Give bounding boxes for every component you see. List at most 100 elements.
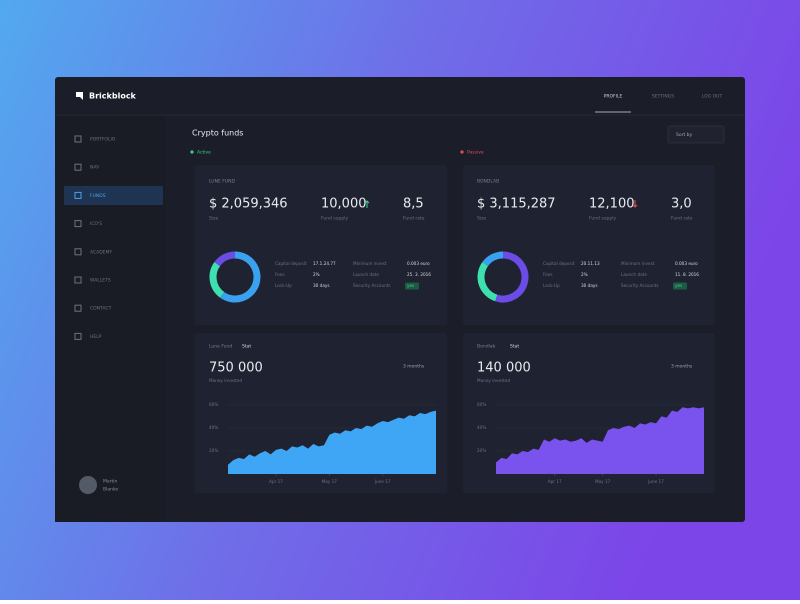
detail: Security Accounts [621, 283, 659, 288]
sidebar-link[interactable]: CONTACT [90, 306, 112, 312]
fund-rate: 8,5 [403, 197, 424, 212]
sort-box[interactable] [667, 125, 725, 144]
stat-label: Fund rate [403, 216, 425, 222]
page-title: Crypto funds [192, 129, 243, 138]
y-tick-label: 20% [209, 448, 218, 453]
trend-arrow [364, 200, 370, 208]
sidebar-icon [74, 248, 82, 256]
detail: 11. 8. 2016 [675, 272, 699, 277]
chart-total-label: Money invested [477, 378, 510, 383]
x-tick-label: June 17 [647, 479, 664, 484]
chart-total: 750 000 [209, 361, 263, 376]
donut-segment [477, 262, 498, 302]
group-label: Passive [467, 150, 484, 156]
brand: Brickblock [89, 92, 137, 101]
sidebar-link[interactable]: NAV [90, 165, 100, 171]
sidebar-link[interactable]: ICO'S [90, 221, 102, 227]
y-tick-label: 20% [477, 448, 486, 453]
sidebar-link[interactable]: ACADEMY [90, 249, 112, 255]
sort-label[interactable]: Sort by [676, 132, 693, 138]
detail: yes [407, 283, 414, 288]
fund-supply: 10,000 [321, 197, 367, 212]
nav-link[interactable]: SETTINGS [652, 94, 674, 100]
donut-segment [214, 251, 236, 267]
detail: Security Accounts [353, 283, 391, 288]
detail: 2% [581, 272, 588, 277]
detail: Minimum invest [621, 261, 655, 266]
fund-name: LUNE FUND [209, 179, 235, 185]
sidebar-link[interactable]: HELP [90, 334, 102, 340]
area [228, 410, 436, 474]
chart-total: 140 000 [477, 361, 531, 376]
fund-supply: 12,100 [589, 197, 635, 212]
chart-title: Bondlab [477, 344, 496, 350]
detail: yes [675, 283, 682, 288]
detail: Minimum invest [353, 261, 387, 266]
donut-segment [482, 251, 504, 267]
detail: 17.1.24.77 [313, 261, 336, 266]
x-tick-label: May 17 [322, 479, 338, 484]
donut-segment [209, 262, 225, 298]
sidebar [55, 115, 165, 522]
detail: Launch date [353, 272, 379, 277]
fund-rate: 3,0 [671, 197, 692, 212]
user-name: Martin [103, 479, 118, 485]
sidebar-icon [74, 304, 82, 312]
detail: 20.11.13 [581, 261, 600, 266]
sidebar-link[interactable]: FUNDS [90, 193, 106, 199]
stat-label: Fund rate [671, 216, 693, 222]
detail: 0.003 euro [407, 261, 430, 266]
detail: Capital deposit [275, 261, 307, 266]
sidebar-icon [74, 163, 82, 171]
sidebar-icon [74, 332, 82, 340]
stat-label: Fund supply [321, 216, 348, 222]
fund-size: $ 3,115,287 [477, 197, 556, 212]
status-dot [190, 150, 194, 154]
sidebar-icon [74, 191, 82, 199]
stat-label: Size [477, 216, 486, 222]
detail: Capital deposit [543, 261, 575, 266]
detail: Fees [275, 272, 285, 277]
y-tick-label: 60% [209, 402, 218, 407]
chart-total-label: Money invested [209, 378, 242, 383]
sidebar-icon [74, 276, 82, 284]
period-select[interactable]: 3 months [671, 364, 693, 370]
period-select[interactable]: 3 months [403, 364, 425, 370]
sidebar-link[interactable]: WALLETS [90, 278, 111, 284]
detail: Lock-Up [543, 283, 560, 288]
trend-arrow [632, 200, 638, 208]
stat-label: Size [209, 216, 218, 222]
user-name: Blanko [103, 487, 118, 493]
avatar [79, 476, 97, 494]
detail: Lock-Up [275, 283, 292, 288]
x-tick-label: May 17 [595, 479, 611, 484]
donut-segment [495, 251, 529, 303]
logo [76, 92, 83, 100]
chart-tag: Stat [510, 344, 519, 350]
badge [673, 282, 687, 290]
stat-label: Fund supply [589, 216, 616, 222]
detail: 2% [313, 272, 320, 277]
chart-title: Lune Fund [209, 344, 232, 350]
detail: Fees [543, 272, 553, 277]
detail: Launch date [621, 272, 647, 277]
active-item [64, 186, 163, 205]
detail: 30 days [313, 283, 330, 288]
fund-size: $ 2,059,346 [209, 197, 288, 212]
group-label: Active [197, 150, 211, 156]
x-tick-label: Apr 17 [548, 479, 562, 484]
y-tick-label: 40% [209, 425, 218, 430]
sidebar-icon [74, 135, 82, 143]
nav-link[interactable]: LOG OUT [702, 94, 723, 100]
badge [405, 282, 419, 290]
detail: 0.003 euro [675, 261, 698, 266]
sidebar-icon [74, 220, 82, 228]
x-tick-label: June 17 [374, 479, 391, 484]
y-tick-label: 60% [477, 402, 486, 407]
detail: 25. 3. 2016 [407, 272, 431, 277]
nav-link[interactable]: PROFILE [604, 94, 623, 100]
sidebar-link[interactable]: PORTFOLIO [90, 137, 116, 143]
area [496, 407, 704, 474]
y-tick-label: 40% [477, 425, 486, 430]
donut-segment [220, 251, 261, 303]
